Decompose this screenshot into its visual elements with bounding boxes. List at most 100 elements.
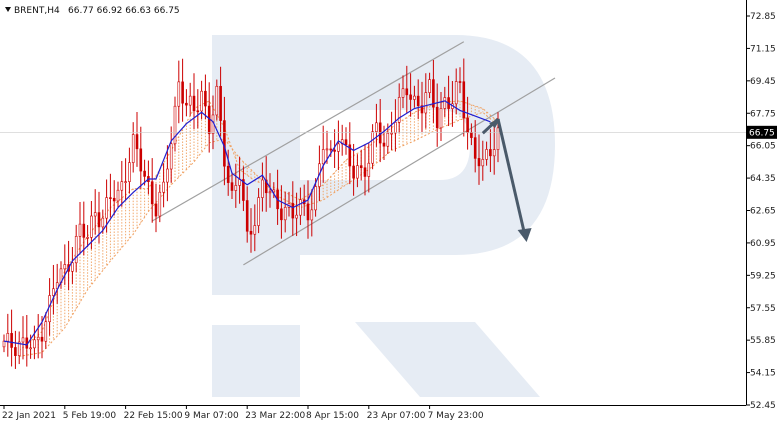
y-tick-label: 71.15 bbox=[750, 44, 776, 54]
x-tick-label: 23 Mar 22:00 bbox=[245, 411, 305, 421]
symbol-label: BRENT,H4 bbox=[14, 6, 60, 16]
candle-body bbox=[481, 159, 485, 167]
candle-body bbox=[428, 79, 431, 93]
candle-body bbox=[477, 158, 481, 167]
candle-body bbox=[367, 162, 371, 177]
candle-body bbox=[52, 288, 55, 296]
candle-body bbox=[181, 81, 184, 104]
x-tick-label: 22 Feb 15:00 bbox=[124, 411, 183, 421]
candle-body bbox=[36, 336, 40, 341]
candle-body bbox=[409, 94, 412, 100]
candle-body bbox=[386, 132, 390, 147]
candle-body bbox=[33, 339, 36, 349]
candle-body bbox=[105, 197, 108, 219]
candle-body bbox=[71, 262, 74, 272]
candle-body bbox=[272, 189, 276, 193]
candle-body bbox=[325, 148, 329, 151]
candle-body bbox=[135, 134, 139, 150]
watermark-logo bbox=[212, 35, 555, 397]
candle-body bbox=[86, 237, 89, 239]
arrow-head-up-icon bbox=[489, 118, 500, 128]
candle-body bbox=[359, 165, 363, 169]
price-axis: 72.85 71.15 69.45 67.75 66.05 64.35 62.65 60.95… bbox=[746, 0, 776, 411]
channel-lower-line[interactable] bbox=[243, 77, 556, 266]
candle-body bbox=[116, 189, 120, 202]
candle-body bbox=[219, 85, 222, 121]
candle-body bbox=[253, 225, 257, 235]
candle-body bbox=[295, 214, 298, 219]
candle-body bbox=[363, 167, 367, 177]
forecast-leg-down[interactable] bbox=[496, 118, 527, 235]
candle-body bbox=[93, 212, 97, 217]
candle-body bbox=[443, 97, 447, 109]
candle-body bbox=[371, 131, 374, 164]
candle-body bbox=[200, 90, 203, 112]
candle-body bbox=[17, 341, 21, 356]
time-axis: 22 Jan 2021 5 Feb 19:00 22 Feb 15:00 9 Mar … bbox=[0, 405, 746, 421]
candle-body bbox=[21, 337, 25, 343]
x-tick-label: 5 Feb 19:00 bbox=[63, 411, 117, 421]
y-tick-label: 72.85 bbox=[750, 12, 776, 22]
candle-body bbox=[306, 203, 310, 221]
candle-body bbox=[139, 148, 143, 172]
candle-body bbox=[405, 88, 409, 96]
candle-body bbox=[458, 81, 462, 83]
candle-body bbox=[44, 321, 48, 342]
candle-body bbox=[14, 347, 17, 356]
candle-body bbox=[424, 92, 428, 114]
candle-body bbox=[109, 197, 112, 199]
candle-body bbox=[177, 81, 181, 107]
x-tick-label: 7 May 23:00 bbox=[428, 411, 484, 421]
candle-body bbox=[280, 208, 283, 221]
candle-body bbox=[344, 139, 348, 146]
candle-body bbox=[162, 181, 165, 193]
candle-body bbox=[249, 230, 253, 235]
candle-body bbox=[185, 102, 188, 106]
candle-body bbox=[401, 88, 405, 98]
candle-body bbox=[74, 236, 78, 264]
candle-body bbox=[291, 203, 295, 219]
candle-body bbox=[416, 95, 420, 106]
candle-body bbox=[321, 149, 325, 165]
candle-body bbox=[196, 110, 200, 113]
candle-body bbox=[97, 212, 101, 228]
x-tick-label: 8 Apr 15:00 bbox=[306, 411, 359, 421]
candle-body bbox=[413, 95, 416, 100]
candle-body bbox=[268, 191, 272, 194]
candle-body bbox=[492, 149, 496, 157]
candle-body bbox=[299, 199, 302, 216]
x-tick-label: 22 Jan 2021 bbox=[2, 411, 56, 421]
x-tick-label: 23 Apr 07:00 bbox=[367, 411, 426, 421]
candle-body bbox=[310, 209, 314, 221]
candle-body bbox=[390, 132, 393, 135]
chart-header: BRENT,H4 66.77 66.92 66.63 66.75 bbox=[5, 6, 180, 16]
candle-body bbox=[352, 165, 355, 179]
kijun-sen-line bbox=[3, 100, 491, 346]
candle-body bbox=[473, 137, 477, 159]
candle-body bbox=[496, 127, 500, 150]
candle-body bbox=[188, 95, 192, 106]
candle-body bbox=[230, 182, 234, 191]
candle-body bbox=[283, 206, 287, 221]
candle-body bbox=[124, 181, 127, 183]
channel-upper-line[interactable] bbox=[151, 41, 465, 222]
candle-body bbox=[462, 81, 466, 119]
forecast-arrow[interactable] bbox=[481, 117, 532, 243]
trend-channel[interactable] bbox=[151, 41, 556, 266]
candle-body bbox=[143, 170, 146, 177]
candle-body bbox=[329, 148, 333, 151]
candle-body bbox=[2, 340, 6, 348]
candle-body bbox=[120, 181, 124, 191]
candle-body bbox=[78, 223, 82, 237]
candle-body bbox=[382, 142, 386, 147]
candle-body bbox=[245, 200, 249, 232]
candle-body bbox=[112, 197, 116, 202]
dropdown-triangle-icon[interactable] bbox=[5, 7, 11, 12]
candle-body bbox=[158, 191, 162, 217]
candle-body bbox=[454, 81, 458, 105]
candle-body bbox=[378, 122, 382, 144]
y-tick-label: 57.55 bbox=[750, 304, 776, 314]
candle-body bbox=[40, 336, 44, 342]
